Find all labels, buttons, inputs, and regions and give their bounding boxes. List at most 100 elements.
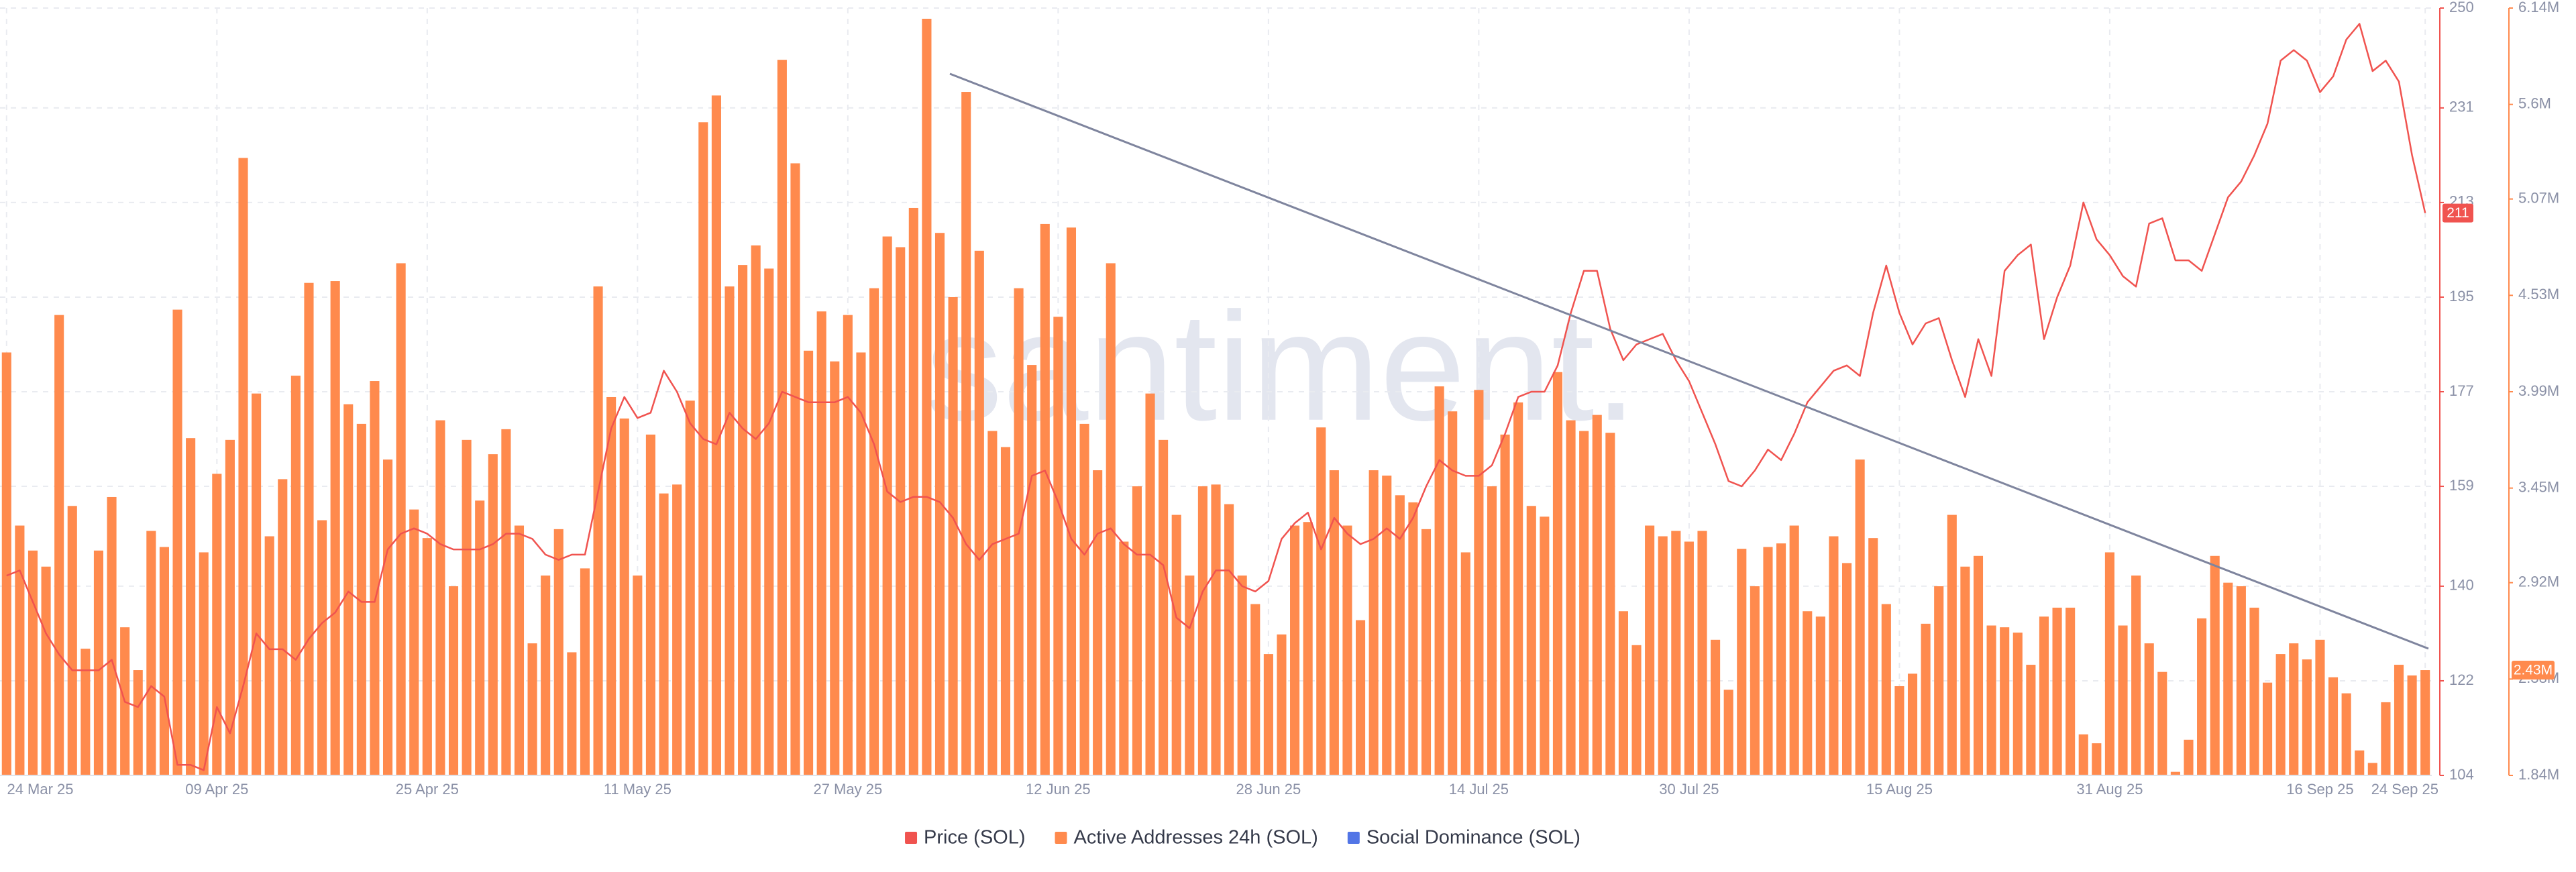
y-tick-label: 177 [2449, 382, 2474, 399]
legend-item: Price (SOL) [905, 827, 1026, 849]
bar [1106, 263, 1116, 775]
axes: 1041221401591771952132312501.84M2.38M2.9… [0, 0, 2559, 798]
y2-tick-label: 1.84M [2518, 766, 2559, 783]
bars [1, 18, 2430, 776]
bar [28, 550, 38, 775]
bar [1934, 586, 1944, 775]
bar [317, 520, 327, 775]
x-tick-label: 12 Jun 25 [1026, 781, 1091, 798]
y2-tick-label: 3.45M [2518, 478, 2559, 495]
price-line [6, 23, 2426, 771]
bar [186, 438, 196, 775]
bar [659, 493, 669, 775]
bar [908, 207, 918, 775]
bar [225, 439, 235, 775]
y-tick-label: 195 [2449, 288, 2474, 305]
bar [462, 439, 472, 775]
bar [1382, 476, 1392, 775]
legend-label: Social Dominance (SOL) [1366, 827, 1580, 849]
x-tick-label: 11 May 25 [604, 781, 672, 798]
x-tick-label: 28 Jun 25 [1236, 781, 1301, 798]
bar [619, 418, 629, 775]
bar [2210, 555, 2220, 775]
bar [1737, 549, 1747, 775]
bar [934, 233, 945, 775]
bar [1395, 495, 1405, 775]
bar [1237, 576, 1247, 775]
bar [922, 18, 932, 776]
bar [633, 576, 643, 775]
bar [1224, 504, 1234, 775]
y-tick-label: 159 [2449, 477, 2474, 494]
bar [1855, 459, 1865, 775]
y-tick-label: 122 [2449, 671, 2474, 688]
y-tick-label: 231 [2449, 99, 2474, 115]
bar [133, 670, 143, 775]
bar [1894, 686, 1904, 775]
bar [1066, 227, 1077, 776]
bar [1513, 402, 1523, 775]
bar [869, 288, 879, 776]
bar [448, 586, 459, 775]
bar [1750, 586, 1760, 775]
bar [580, 568, 590, 775]
y-tick-label: 140 [2449, 577, 2474, 594]
bar [146, 531, 156, 775]
bar [1211, 484, 1221, 775]
bar [1841, 563, 1852, 775]
bar [527, 643, 537, 775]
bar [370, 381, 380, 775]
bar [1000, 447, 1011, 775]
legend-swatch [1347, 832, 1360, 844]
bar [1592, 415, 1602, 775]
bar [1566, 420, 1576, 775]
bar [1185, 576, 1195, 775]
bar [804, 350, 814, 775]
bar [1907, 673, 1918, 775]
x-tick-label: 30 Jul 25 [1659, 781, 1719, 798]
bar [645, 434, 655, 775]
bar [435, 420, 445, 775]
bar [1263, 654, 1273, 775]
bar [1552, 372, 1563, 775]
bar [1579, 431, 1589, 775]
lines [6, 23, 2426, 771]
bar [1500, 434, 1510, 775]
bar [1342, 525, 1352, 775]
bar [1474, 390, 1484, 775]
bar [304, 282, 314, 775]
bar [330, 281, 340, 775]
y-tick-label: 104 [2449, 766, 2474, 783]
bar [1789, 525, 1799, 775]
bar [1803, 611, 1813, 775]
bar [1763, 547, 1773, 775]
bar [2420, 670, 2430, 775]
x-tick-label: 14 Jul 25 [1449, 781, 1509, 798]
bar [1132, 486, 1142, 775]
bar [790, 163, 800, 776]
bar [1986, 625, 1996, 775]
bar [1645, 525, 1655, 775]
bar [2039, 616, 2049, 775]
x-tick-label: 16 Sep 25 [2286, 781, 2353, 798]
bar [672, 484, 682, 775]
bar [475, 500, 485, 775]
bar [107, 496, 117, 775]
bar [290, 376, 301, 775]
y2-tick-label: 5.6M [2518, 95, 2551, 111]
bar [1973, 555, 1984, 775]
bar [199, 552, 209, 775]
bar [1605, 433, 1615, 775]
bar [2341, 693, 2351, 775]
bar [1631, 645, 1642, 775]
bar [948, 296, 958, 775]
bar [698, 122, 708, 775]
bar [2407, 675, 2417, 775]
bar [80, 649, 91, 775]
bar [777, 60, 787, 776]
bar [264, 536, 274, 775]
bar [685, 400, 695, 775]
bar [606, 396, 616, 775]
bar [1711, 639, 1721, 775]
bar [1027, 365, 1037, 775]
